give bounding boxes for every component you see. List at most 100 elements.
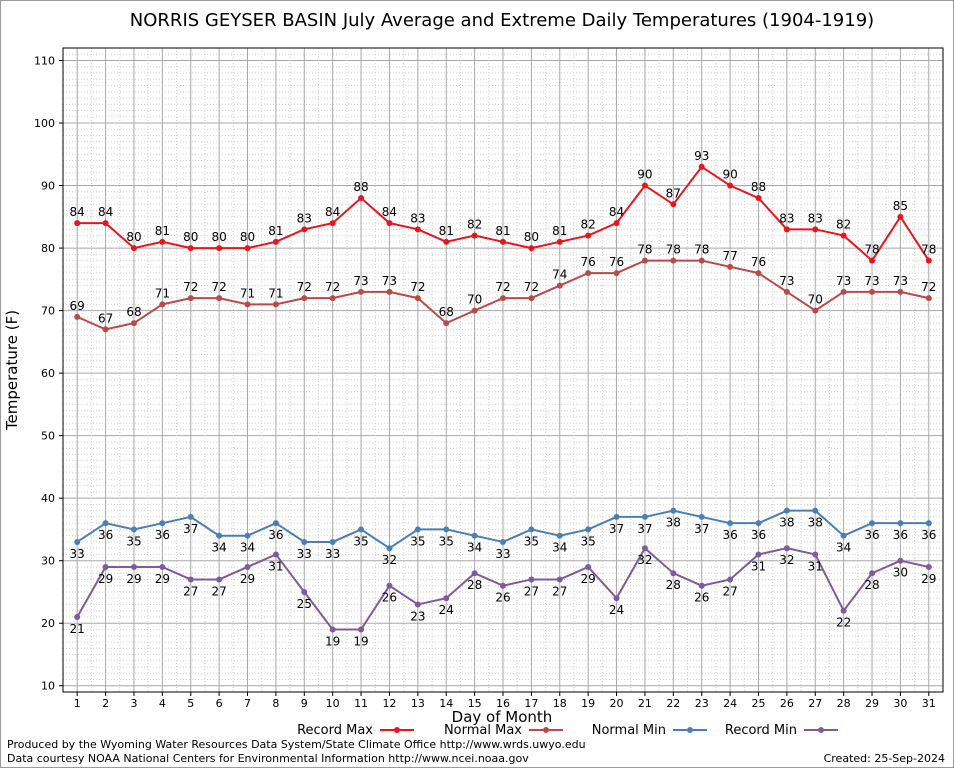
x-tick-label: 3 [130,697,137,710]
data-label-record-min: 29 [921,572,936,586]
data-point-record-min [727,576,734,583]
data-point-normal-min [812,507,819,514]
x-tick-label: 16 [496,697,510,710]
data-point-normal-max [329,295,336,302]
data-point-normal-min [641,513,648,520]
data-point-record-max [187,245,194,252]
x-tick-label: 11 [354,697,368,710]
x-tick-label: 10 [326,697,340,710]
legend-item-record-min: Record Min [725,723,838,738]
data-point-record-max [329,220,336,227]
legend-label-record-max: Record Max [297,723,373,738]
data-label-normal-max: 76 [609,255,624,269]
data-point-record-min [670,570,677,577]
x-tick-label: 13 [411,697,425,710]
data-point-normal-max [102,326,109,333]
data-label-record-min: 29 [98,572,113,586]
data-point-record-min [358,626,365,633]
data-point-normal-max [358,288,365,295]
data-label-record-min: 19 [353,634,368,648]
data-point-record-max [869,257,876,264]
data-label-normal-max: 69 [70,299,85,313]
data-label-record-min: 29 [240,572,255,586]
data-label-record-min: 28 [666,578,681,592]
data-label-normal-min: 33 [70,547,85,561]
data-point-normal-max [159,301,166,308]
data-point-normal-max [130,320,137,327]
data-label-record-min: 31 [751,559,766,573]
data-point-record-max [727,182,734,189]
x-tick-label: 14 [439,697,453,710]
data-point-normal-max [698,257,705,264]
legend-marker-record-max [394,727,400,733]
data-label-record-min: 27 [552,584,567,598]
data-label-normal-min: 35 [353,534,368,548]
x-tick-label: 22 [666,697,680,710]
data-point-normal-max [585,270,592,277]
x-tick-label: 1 [74,697,81,710]
x-tick-label: 9 [301,697,308,710]
y-tick-label: 10 [41,680,55,693]
x-axis-label: Day of Month [452,708,553,726]
data-point-record-max [414,226,421,233]
legend-label-normal-max: Normal Max [444,723,522,738]
data-label-record-max: 84 [98,205,113,219]
data-label-record-min: 28 [864,578,879,592]
data-point-normal-max [812,307,819,314]
data-label-record-max: 84 [382,205,397,219]
y-tick-label: 30 [41,555,55,568]
data-label-normal-min: 35 [439,534,454,548]
data-point-record-min [869,570,876,577]
series-record-max: 84 84 80 81 80 80 80 81 83 84 88 84 83 81 82 81 80 81 82 84… [70,149,936,264]
data-label-normal-max: 71 [240,286,255,300]
data-point-normal-min [840,532,847,539]
y-tick-label: 90 [41,180,55,193]
legend-label-normal-min: Normal Min [592,723,666,738]
data-label-normal-max: 78 [666,243,681,257]
y-tick-label: 20 [41,617,55,630]
data-point-record-max [528,245,535,252]
data-label-normal-min: 34 [552,541,567,555]
data-point-record-max [102,220,109,227]
data-point-normal-min [585,526,592,533]
data-point-normal-max [727,263,734,270]
data-label-record-max: 81 [268,224,283,238]
data-label-record-min: 27 [722,584,737,598]
x-tick-label: 7 [244,697,251,710]
data-label-normal-max: 78 [694,243,709,257]
y-tick-label: 60 [41,367,55,380]
data-point-record-max [244,245,251,252]
data-point-record-min [556,576,563,583]
data-point-record-max [585,232,592,239]
data-point-record-min [812,551,819,558]
data-point-normal-min [130,526,137,533]
y-tick-label: 40 [41,492,55,505]
data-label-record-max: 83 [808,211,823,225]
data-label-normal-max: 71 [155,286,170,300]
legend-marker-record-min [818,727,824,733]
data-label-record-max: 90 [637,168,652,182]
data-label-normal-max: 73 [864,274,879,288]
y-tick-label: 50 [41,430,55,443]
data-point-record-min [471,570,478,577]
x-tick-label: 28 [837,697,851,710]
data-point-normal-min [500,538,506,545]
data-label-normal-max: 76 [581,255,596,269]
data-label-normal-min: 33 [297,547,312,561]
data-label-normal-max: 72 [495,280,510,294]
data-label-normal-min: 36 [268,528,283,542]
data-label-normal-min: 35 [524,534,539,548]
data-point-record-min [244,563,251,570]
data-point-normal-max [301,295,308,302]
data-label-record-min: 26 [382,591,397,605]
x-tick-label: 26 [780,697,794,710]
data-label-record-max: 80 [126,230,141,244]
x-tick-label: 12 [382,697,396,710]
data-label-normal-min: 38 [666,516,681,530]
data-label-record-min: 31 [268,559,283,573]
data-point-normal-max [840,288,847,295]
data-point-record-min [329,626,336,633]
data-label-record-max: 80 [211,230,226,244]
